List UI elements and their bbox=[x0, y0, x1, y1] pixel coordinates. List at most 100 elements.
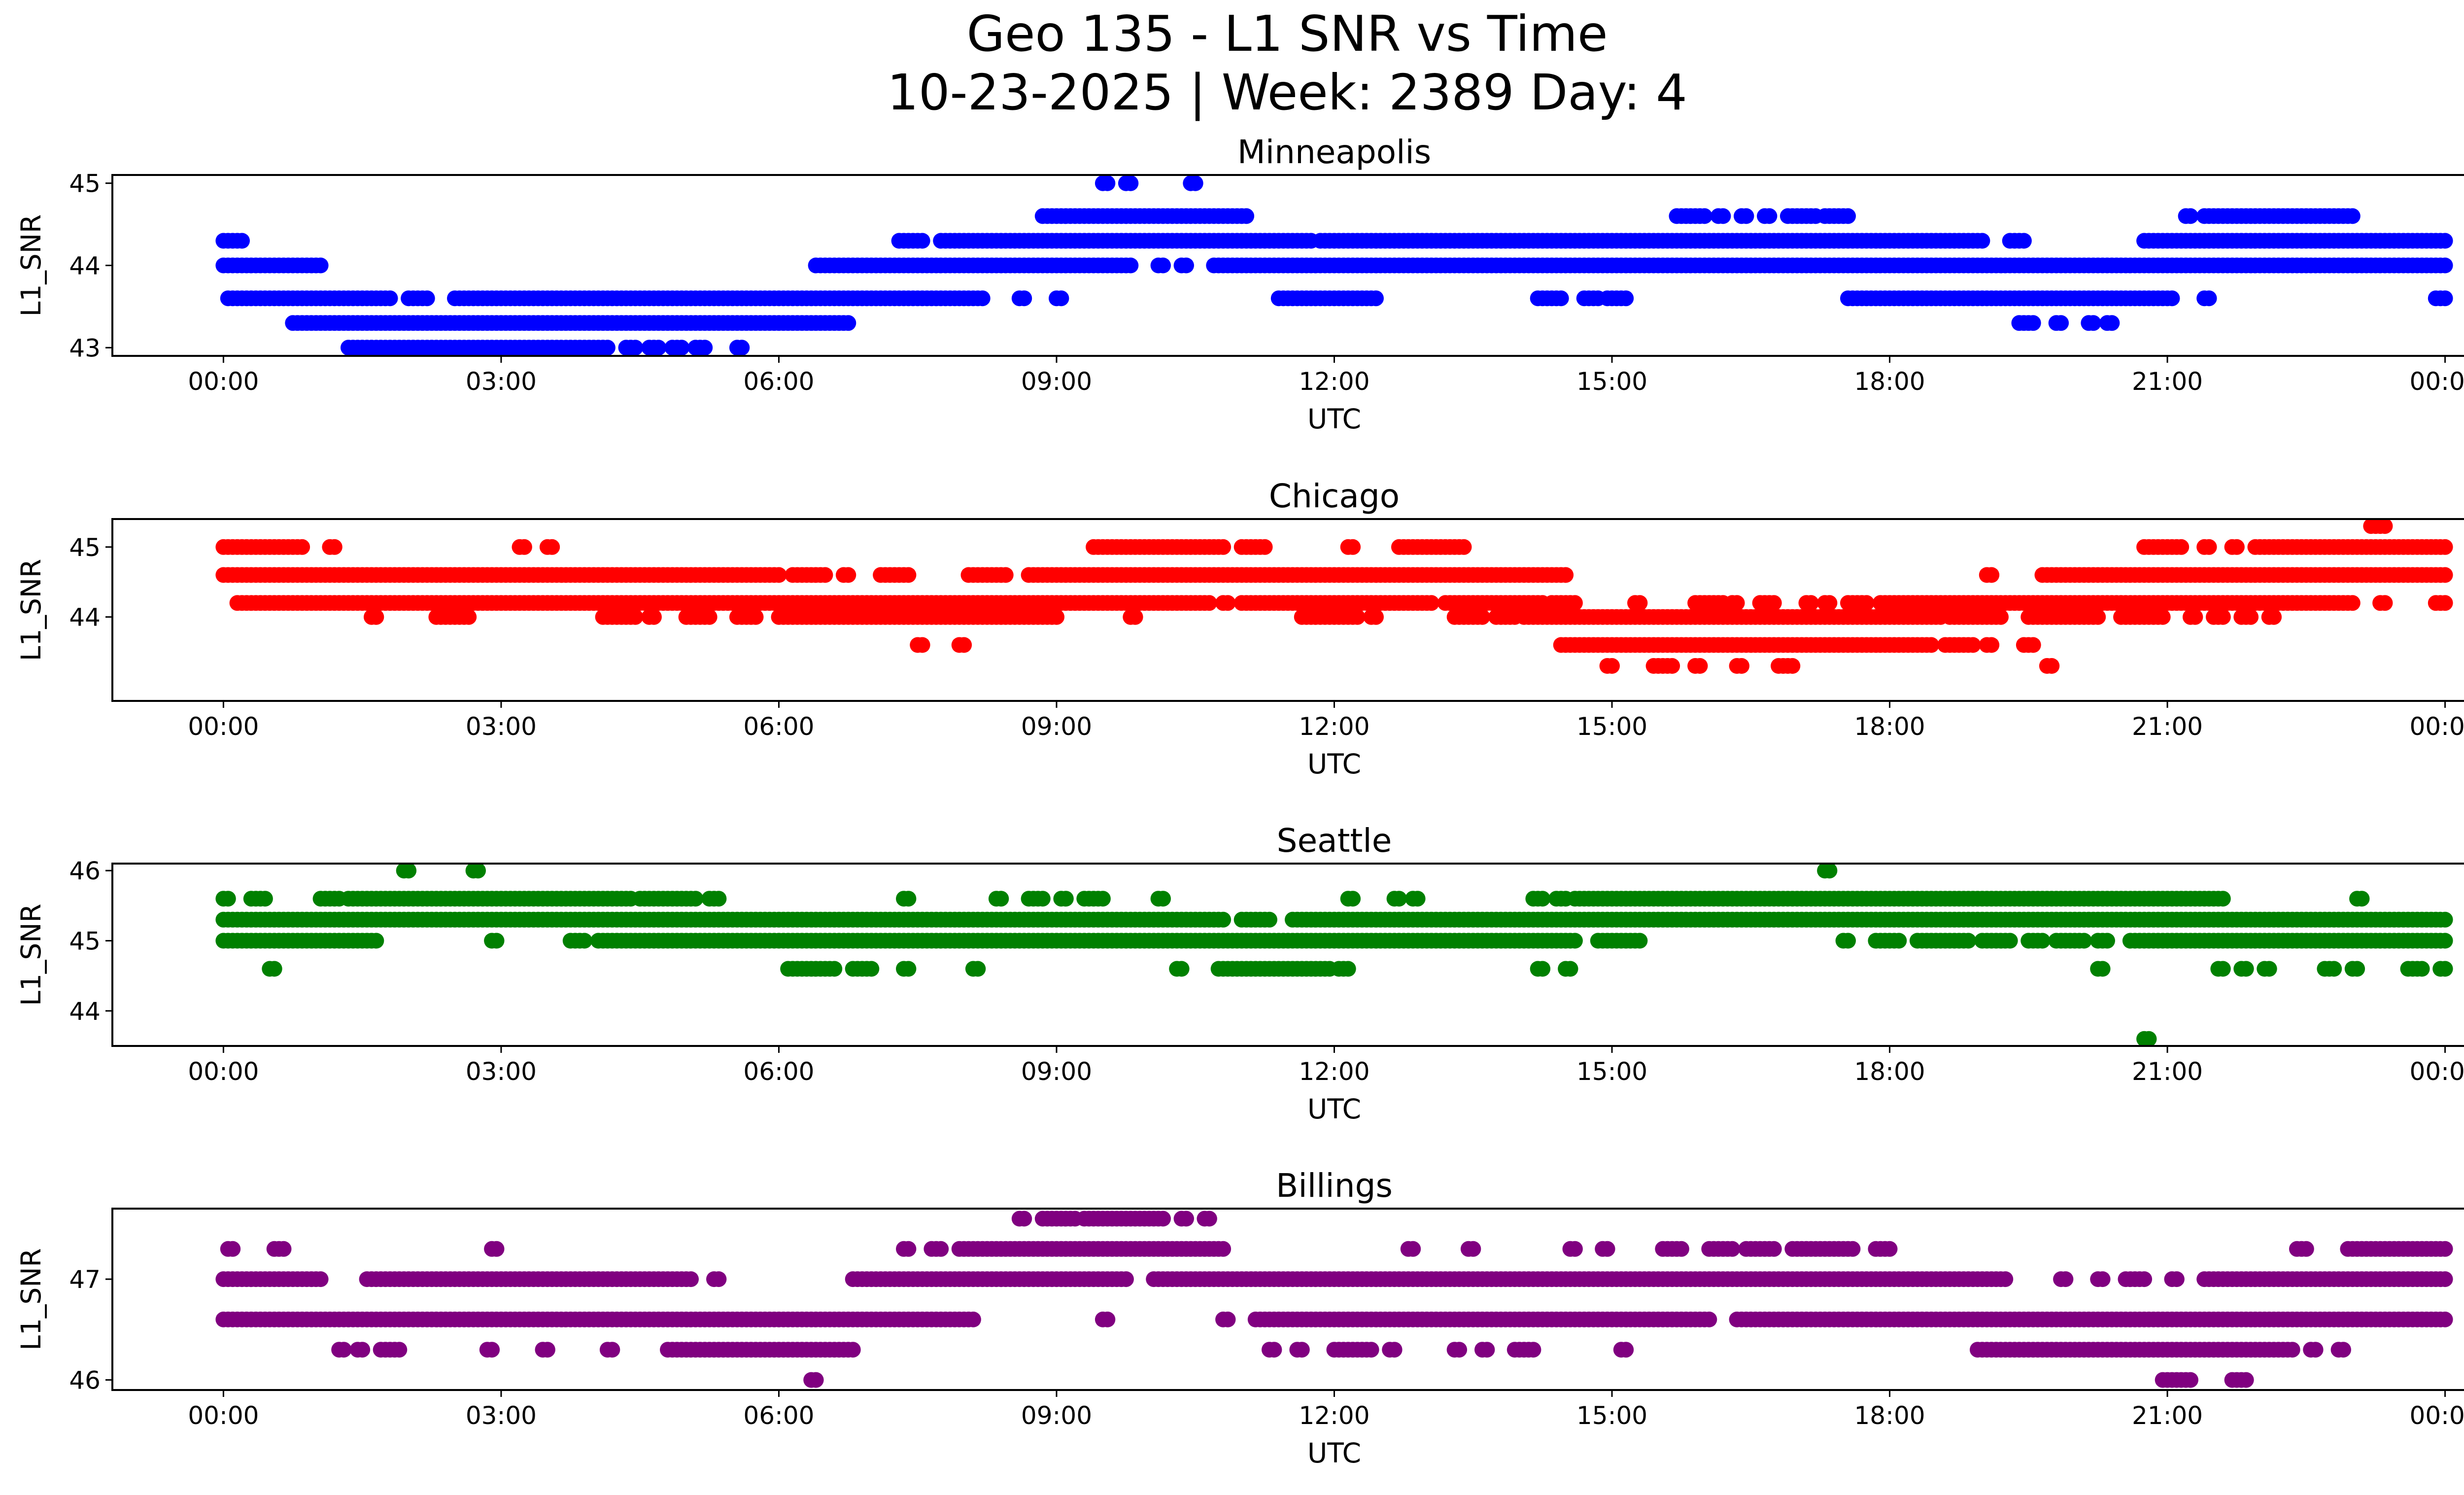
x-tick-label: 00:00 bbox=[2410, 1057, 2464, 1086]
data-point bbox=[2437, 911, 2453, 928]
data-point bbox=[599, 340, 616, 356]
data-point bbox=[577, 933, 592, 949]
data-point bbox=[701, 609, 718, 625]
data-point bbox=[1923, 637, 1940, 653]
x-tick-label: 21:00 bbox=[2132, 712, 2203, 741]
data-point bbox=[650, 340, 667, 356]
x-tick-label: 15:00 bbox=[1576, 712, 1647, 741]
data-point bbox=[1696, 208, 1712, 224]
data-point bbox=[326, 539, 342, 555]
data-point bbox=[1840, 933, 1856, 949]
data-point bbox=[1187, 175, 1203, 191]
data-point bbox=[914, 233, 930, 249]
x-tick-label: 21:00 bbox=[2132, 1401, 2203, 1430]
x-tick-label: 09:00 bbox=[1021, 712, 1092, 741]
data-point bbox=[1345, 891, 1361, 907]
x-tick-label: 03:00 bbox=[466, 712, 537, 741]
data-point bbox=[1673, 1241, 1689, 1257]
data-point bbox=[1451, 1342, 1468, 1358]
data-point bbox=[1567, 595, 1583, 611]
data-point bbox=[2201, 539, 2217, 555]
data-point bbox=[266, 961, 282, 977]
data-point bbox=[627, 340, 644, 356]
data-point bbox=[2094, 1271, 2111, 1287]
data-point bbox=[997, 567, 1014, 583]
data-point bbox=[1016, 290, 1032, 307]
y-tick-label: 44 bbox=[69, 603, 101, 632]
y-tick-label: 44 bbox=[69, 997, 101, 1026]
data-point bbox=[1368, 290, 1384, 307]
data-point bbox=[863, 961, 880, 977]
data-point bbox=[1349, 609, 1366, 625]
data-point bbox=[2187, 609, 2203, 625]
data-point bbox=[1784, 658, 1801, 674]
x-tick-label: 18:00 bbox=[1854, 367, 1925, 396]
y-tick-label: 46 bbox=[69, 857, 101, 885]
data-point bbox=[1632, 595, 1648, 611]
data-point bbox=[1215, 1241, 1232, 1257]
data-point bbox=[2155, 609, 2171, 625]
data-point bbox=[2215, 961, 2231, 977]
data-point bbox=[1738, 208, 1754, 224]
data-point bbox=[1525, 1342, 1541, 1358]
data-point bbox=[2094, 961, 2111, 977]
data-point bbox=[2044, 658, 2060, 674]
data-point bbox=[1845, 1241, 1861, 1257]
data-point bbox=[516, 539, 532, 555]
data-point bbox=[965, 1311, 981, 1327]
data-series bbox=[215, 175, 2453, 356]
data-point bbox=[336, 1342, 352, 1358]
data-point bbox=[1567, 1241, 1583, 1257]
data-point bbox=[1049, 609, 1064, 625]
data-point bbox=[2002, 933, 2018, 949]
data-point bbox=[900, 961, 917, 977]
data-series bbox=[215, 1211, 2453, 1388]
data-point bbox=[2307, 1342, 2324, 1358]
data-point bbox=[1266, 1342, 1282, 1358]
data-point bbox=[544, 539, 560, 555]
y-tick-label: 43 bbox=[69, 334, 101, 362]
data-point bbox=[1099, 1311, 1116, 1327]
data-point bbox=[674, 340, 690, 356]
data-point bbox=[1262, 911, 1277, 928]
data-point bbox=[933, 1241, 949, 1257]
data-point bbox=[2168, 1271, 2185, 1287]
subplot-title: Seattle bbox=[1277, 822, 1392, 860]
data-point bbox=[2104, 315, 2120, 331]
x-tick-label: 03:00 bbox=[466, 1057, 537, 1086]
data-point bbox=[1215, 539, 1232, 555]
data-point bbox=[1724, 1241, 1741, 1257]
x-tick-label: 00:00 bbox=[2410, 367, 2464, 396]
x-tick-label: 15:00 bbox=[1576, 367, 1647, 396]
data-point bbox=[2437, 1311, 2453, 1327]
x-tick-label: 18:00 bbox=[1854, 1057, 1925, 1086]
data-point bbox=[1123, 175, 1139, 191]
data-point bbox=[1803, 595, 1819, 611]
x-tick-label: 09:00 bbox=[1021, 1401, 1092, 1430]
data-point bbox=[234, 233, 250, 249]
data-point bbox=[2437, 567, 2453, 583]
data-point bbox=[2377, 595, 2393, 611]
data-point bbox=[2090, 609, 2106, 625]
data-point bbox=[711, 891, 727, 907]
data-point bbox=[1215, 911, 1232, 928]
x-tick-label: 00:00 bbox=[2410, 712, 2464, 741]
data-point bbox=[840, 567, 856, 583]
data-point bbox=[1034, 891, 1051, 907]
figure-title-line1: Geo 135 - L1 SNR vs Time bbox=[967, 5, 1608, 63]
data-point bbox=[1099, 175, 1116, 191]
data-point bbox=[1465, 1241, 1481, 1257]
data-point bbox=[2243, 609, 2259, 625]
data-point bbox=[257, 891, 273, 907]
x-tick-label: 06:00 bbox=[743, 712, 814, 741]
data-point bbox=[2437, 1271, 2453, 1287]
data-point bbox=[1618, 1342, 1634, 1358]
data-point bbox=[840, 315, 856, 331]
data-point bbox=[2238, 961, 2254, 977]
data-point bbox=[2173, 539, 2190, 555]
x-tick-label: 03:00 bbox=[466, 367, 537, 396]
